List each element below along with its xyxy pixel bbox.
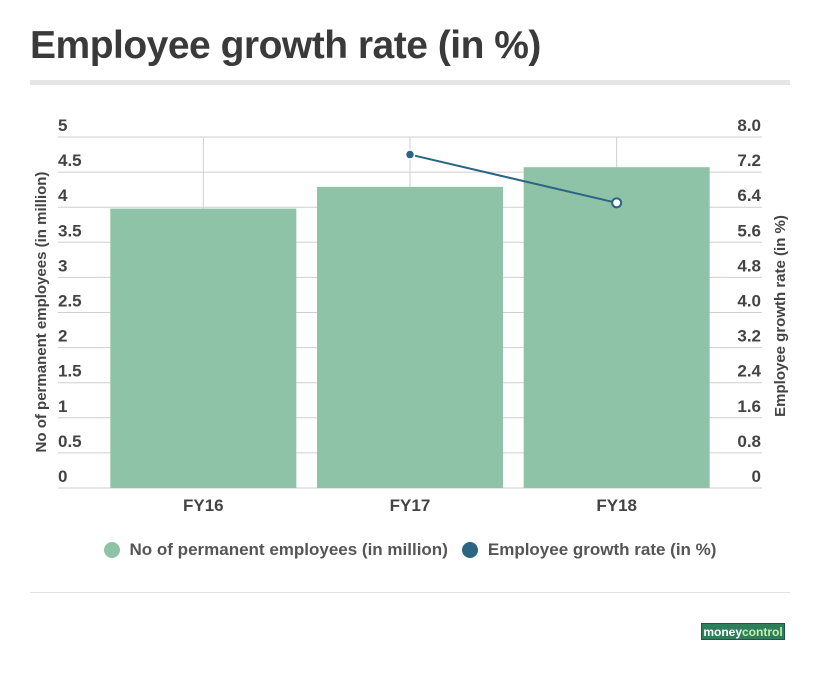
y-tick-label: 2	[58, 327, 67, 346]
y2-tick-label: 4.8	[737, 256, 761, 275]
growth-point-fy18	[611, 197, 623, 209]
y2-tick-label: 0	[752, 467, 761, 486]
y-tick-label: 0	[58, 467, 67, 486]
growth-rate-line	[409, 153, 617, 204]
bar-fy16	[110, 208, 297, 488]
logo-text-control: control	[742, 624, 783, 639]
moneycontrol-logo[interactable]: money control	[701, 623, 785, 640]
legend: No of permanent employees (in million) E…	[0, 540, 820, 560]
title-divider	[30, 80, 790, 85]
growth-line-layer	[404, 149, 623, 209]
x-tick-label: FY16	[183, 496, 224, 515]
legend-item-growth: Employee growth rate (in %)	[461, 540, 717, 560]
footer-divider	[30, 592, 790, 593]
y2-tick-label: 5.6	[737, 221, 761, 240]
y-tick-label: 4	[58, 186, 68, 205]
y-tick-label: 3	[58, 256, 67, 275]
y2-tick-label: 3.2	[737, 327, 761, 346]
logo-text-money: money	[703, 624, 742, 639]
chart-title: Employee growth rate (in %)	[30, 24, 541, 67]
y2-tick-label: 2.4	[737, 362, 761, 381]
bar-fy18	[523, 167, 710, 488]
y2-tick-label: 1.6	[737, 397, 761, 416]
legend-swatch-employees	[103, 542, 120, 558]
y2-axis-title: Employee growth rate (in %)	[772, 215, 789, 417]
combo-chart: 0 0 0.5 0.8 1 1.6 1.5 2.4 2 3.2 2.5 4.0 3 4.8 3.5 5.6 4 6…	[33, 116, 789, 515]
y2-tick-label: 8.0	[737, 116, 761, 135]
legend-swatch-growth	[461, 542, 478, 558]
growth-point-fy17	[404, 149, 416, 160]
y-tick-label: 1	[58, 397, 67, 416]
legend-label-employees: No of permanent employees (in million)	[129, 540, 448, 559]
y-tick-label: 1.5	[58, 362, 82, 381]
x-tick-label: FY17	[390, 496, 431, 515]
bars	[110, 167, 710, 489]
y-tick-label: 5	[58, 116, 67, 135]
y2-tick-label: 0.8	[737, 432, 761, 451]
legend-item-employees: No of permanent employees (in million)	[103, 540, 448, 560]
y-tick-label: 3.5	[58, 221, 82, 240]
y2-tick-label: 4.0	[737, 292, 761, 311]
y-axis-title: No of permanent employees (in million)	[33, 172, 50, 453]
y2-tick-label: 6.4	[737, 186, 761, 205]
x-tick-label: FY18	[596, 496, 637, 515]
y-tick-label: 4.5	[58, 151, 82, 170]
y-tick-label: 0.5	[58, 432, 82, 451]
y2-tick-label: 7.2	[737, 151, 761, 170]
y-tick-label: 2.5	[58, 292, 82, 311]
axis-ticks: 0 0 0.5 0.8 1 1.6 1.5 2.4 2 3.2 2.5 4.0 3 4.8 3.5 5.6 4 6…	[58, 116, 762, 515]
legend-label-growth: Employee growth rate (in %)	[487, 540, 717, 559]
bar-fy17	[317, 186, 503, 489]
